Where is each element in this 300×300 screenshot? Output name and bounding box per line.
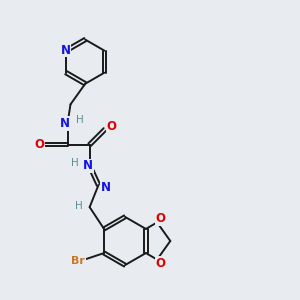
Text: H: H [75, 201, 82, 211]
Text: N: N [61, 44, 70, 56]
Text: O: O [106, 120, 116, 133]
Text: H: H [76, 115, 84, 125]
Text: O: O [34, 138, 44, 151]
Text: N: N [101, 181, 111, 194]
Text: Br: Br [71, 256, 85, 266]
Text: N: N [83, 159, 93, 172]
Text: N: N [60, 117, 70, 130]
Text: H: H [71, 158, 79, 168]
Text: O: O [156, 212, 166, 225]
Text: O: O [156, 256, 166, 270]
